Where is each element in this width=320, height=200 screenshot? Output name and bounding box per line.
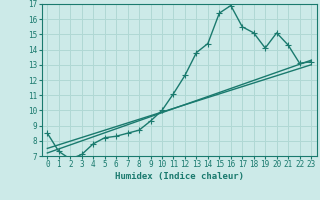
X-axis label: Humidex (Indice chaleur): Humidex (Indice chaleur): [115, 172, 244, 181]
